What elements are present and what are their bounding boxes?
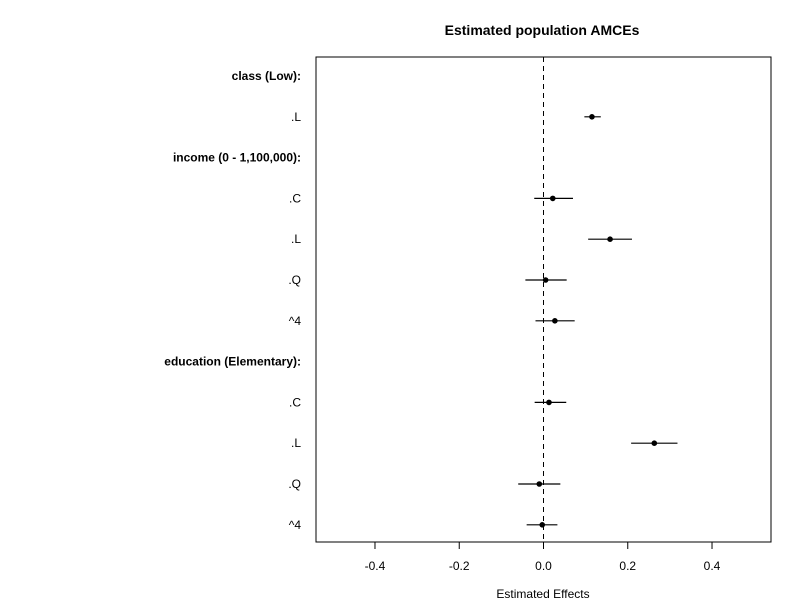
level-label: ^4 <box>289 314 302 328</box>
chart-title: Estimated population AMCEs <box>445 22 640 38</box>
estimate-point <box>536 481 543 487</box>
x-tick-label: 0.2 <box>619 559 636 573</box>
level-label: .C <box>289 395 301 409</box>
level-label: .Q <box>288 273 301 287</box>
estimate-point <box>651 440 658 447</box>
x-axis: -0.4 -0.2 0.0 0.2 0.4 <box>365 541 721 573</box>
group-label: class (Low): <box>232 69 301 83</box>
level-label: ^4 <box>289 518 302 532</box>
x-tick-label: -0.4 <box>365 559 386 573</box>
x-tick-label: 0.4 <box>704 559 721 573</box>
x-tick-label: 0.0 <box>535 559 552 573</box>
estimates <box>518 114 678 528</box>
level-label: .L <box>291 232 301 246</box>
group-label: education (Elementary): <box>164 355 301 369</box>
estimate-point <box>546 399 552 406</box>
estimate-point <box>549 195 556 202</box>
estimate-point <box>542 277 549 283</box>
estimate-point <box>607 236 613 242</box>
group-label: income (0 - 1,100,000): <box>173 151 301 165</box>
y-labels: class (Low): .L income (0 - 1,100,000): .C.… <box>164 69 301 532</box>
estimate-point <box>589 114 595 120</box>
x-tick-label: -0.2 <box>449 559 470 573</box>
level-label: .C <box>289 191 301 205</box>
x-axis-title: Estimated Effects <box>496 587 589 600</box>
level-label: .L <box>291 110 301 124</box>
level-label: .Q <box>288 477 301 491</box>
estimate-point <box>539 522 546 528</box>
estimate-point <box>552 318 558 324</box>
level-label: .L <box>291 436 301 450</box>
